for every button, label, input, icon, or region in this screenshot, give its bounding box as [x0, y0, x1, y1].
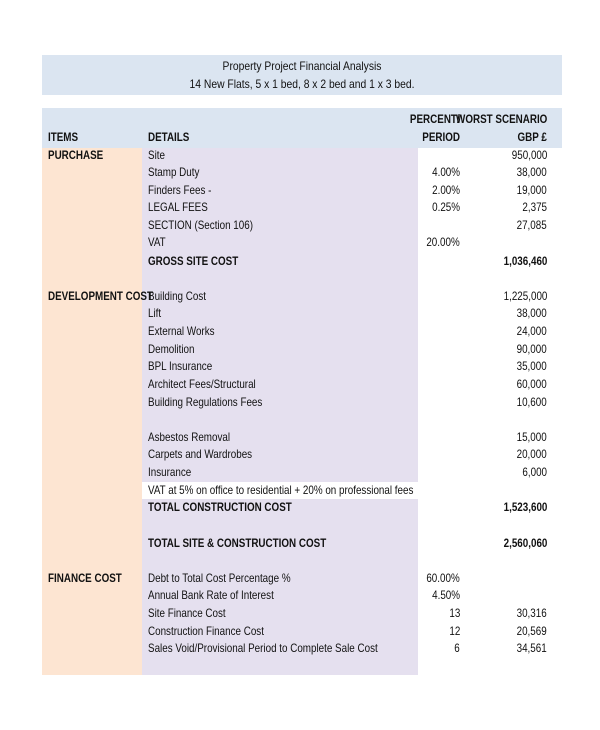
- percent-cell: 4.00%: [432, 165, 460, 179]
- amount-cell: 1,523,600: [503, 500, 547, 514]
- detail-cell: Demolition: [148, 342, 195, 356]
- detail-cell: Site Finance Cost: [148, 606, 226, 620]
- title-band: [42, 55, 562, 95]
- percent-cell: 20.00%: [426, 235, 460, 249]
- amount-cell: 19,000: [516, 183, 547, 197]
- detail-cell: TOTAL SITE & CONSTRUCTION COST: [148, 536, 327, 550]
- percent-cell: 60.00%: [426, 571, 460, 585]
- column-header: GBP £: [517, 130, 547, 144]
- detail-cell: Construction Finance Cost: [148, 624, 264, 638]
- column-header: PERCENT/: [410, 112, 460, 126]
- white-cell: [142, 482, 418, 499]
- items-column: [42, 148, 142, 675]
- percent-cell: 6: [454, 641, 460, 655]
- detail-cell: Building Regulations Fees: [148, 395, 263, 409]
- detail-cell: Finders Fees -: [148, 183, 212, 197]
- detail-cell: Architect Fees/Structural: [148, 377, 256, 391]
- column-header: DETAILS: [148, 130, 190, 144]
- detail-cell: Sales Void/Provisional Period to Complet…: [148, 641, 378, 655]
- amount-cell: 20,569: [516, 624, 547, 638]
- amount-cell: 1,036,460: [503, 254, 547, 268]
- item-label: DEVELOPMENT COST: [48, 289, 153, 303]
- amount-cell: 10,600: [516, 395, 547, 409]
- amount-cell: 38,000: [516, 306, 547, 320]
- amount-cell: 35,000: [516, 359, 547, 373]
- amount-cell: 24,000: [516, 324, 547, 338]
- amount-cell: 20,000: [516, 447, 547, 461]
- percent-cell: 4.50%: [432, 588, 460, 602]
- detail-cell: VAT: [148, 235, 166, 249]
- item-label: PURCHASE: [48, 148, 104, 162]
- column-header: ITEMS: [48, 130, 79, 144]
- detail-cell: Insurance: [148, 465, 192, 479]
- amount-cell: 34,561: [516, 641, 547, 655]
- title: Property Project Financial Analysis: [222, 59, 382, 73]
- detail-cell: TOTAL CONSTRUCTION COST: [148, 500, 292, 514]
- percent-cell: 12: [449, 624, 460, 638]
- amount-cell: 90,000: [516, 342, 547, 356]
- amount-cell: 30,316: [516, 606, 547, 620]
- amount-cell: 27,085: [516, 218, 547, 232]
- percent-cell: 2.00%: [432, 183, 460, 197]
- detail-cell: Debt to Total Cost Percentage %: [148, 571, 291, 585]
- subtitle: 14 New Flats, 5 x 1 bed, 8 x 2 bed and 1…: [189, 77, 415, 91]
- detail-cell: VAT at 5% on office to residential + 20%…: [148, 483, 414, 497]
- column-header: WORST SCENARIO: [455, 112, 547, 126]
- amount-cell: 950,000: [511, 148, 547, 162]
- detail-cell: GROSS SITE COST: [148, 254, 239, 268]
- detail-cell: LEGAL FEES: [148, 200, 208, 214]
- detail-cell: BPL Insurance: [148, 359, 213, 373]
- detail-cell: Annual Bank Rate of Interest: [148, 588, 274, 602]
- column-header: PERIOD: [422, 130, 460, 144]
- percent-cell: 13: [449, 606, 460, 620]
- amount-cell: 2,560,060: [503, 536, 547, 550]
- amount-cell: 6,000: [522, 465, 547, 479]
- details-column: [142, 148, 418, 675]
- item-label: FINANCE COST: [48, 571, 122, 585]
- detail-cell: Site: [148, 148, 165, 162]
- amount-cell: 1,225,000: [503, 289, 547, 303]
- amount-cell: 38,000: [516, 165, 547, 179]
- header-band: [42, 108, 562, 148]
- detail-cell: External Works: [148, 324, 215, 338]
- detail-cell: SECTION (Section 106): [148, 218, 253, 232]
- detail-cell: Lift: [148, 306, 162, 320]
- amount-cell: 2,375: [522, 200, 547, 214]
- detail-cell: Carpets and Wardrobes: [148, 447, 253, 461]
- amount-cell: 15,000: [516, 430, 547, 444]
- percent-cell: 0.25%: [432, 200, 460, 214]
- amount-cell: 60,000: [516, 377, 547, 391]
- detail-cell: Asbestos Removal: [148, 430, 231, 444]
- detail-cell: Stamp Duty: [148, 165, 200, 179]
- detail-cell: Building Cost: [148, 289, 206, 303]
